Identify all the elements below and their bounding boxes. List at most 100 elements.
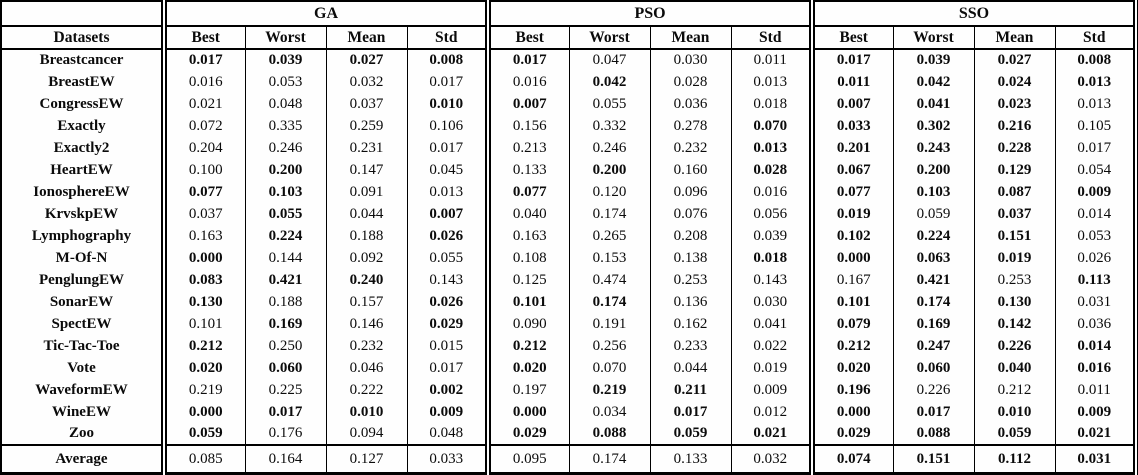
value-cell: 0.253 (973, 269, 1055, 291)
value-cell: 0.133 (649, 444, 731, 474)
value-cell: 0.019 (809, 203, 893, 225)
value-cell: 0.020 (809, 357, 893, 379)
value-cell: 0.302 (892, 115, 974, 137)
col-header-ga-best: Best (161, 26, 245, 50)
value-cell: 0.000 (809, 401, 893, 423)
value-cell: 0.219 (568, 379, 650, 401)
value-cell: 0.200 (892, 159, 974, 181)
value-cell: 0.016 (485, 71, 569, 93)
value-cell: 0.147 (325, 159, 407, 181)
value-cell: 0.138 (649, 247, 731, 269)
value-cell: 0.106 (406, 115, 488, 137)
value-cell: 0.200 (568, 159, 650, 181)
value-cell: 0.164 (244, 444, 326, 474)
table-row: WaveformEW 0.219 0.225 0.222 0.002 0.197 0.219… (1, 379, 1136, 401)
table-row: Tic-Tac-Toe 0.212 0.250 0.232 0.015 0.212 0.25… (1, 335, 1136, 357)
value-cell: 0.200 (244, 159, 326, 181)
value-cell: 0.201 (809, 137, 893, 159)
value-cell: 0.151 (892, 444, 974, 474)
value-cell: 0.332 (568, 115, 650, 137)
value-cell: 0.024 (973, 71, 1055, 93)
value-cell: 0.009 (406, 401, 488, 423)
col-header-sso-best: Best (809, 26, 893, 50)
value-cell: 0.174 (568, 291, 650, 313)
value-cell: 0.219 (161, 379, 245, 401)
value-cell: 0.027 (973, 49, 1055, 71)
value-cell: 0.033 (406, 444, 488, 474)
value-cell: 0.151 (973, 225, 1055, 247)
value-cell: 0.153 (568, 247, 650, 269)
value-cell: 0.013 (730, 137, 812, 159)
value-cell: 0.021 (161, 93, 245, 115)
table-row: Exactly 0.072 0.335 0.259 0.106 0.156 0.332 0.2… (1, 115, 1136, 137)
value-cell: 0.017 (892, 401, 974, 423)
value-cell: 0.000 (809, 247, 893, 269)
value-cell: 0.044 (325, 203, 407, 225)
dataset-name: CongressEW (39, 95, 124, 112)
value-cell: 0.017 (406, 357, 488, 379)
value-cell: 0.000 (161, 401, 245, 423)
value-cell: 0.070 (568, 357, 650, 379)
group-header-row: GA PSO SSO (1, 1, 1136, 27)
value-cell: 0.017 (244, 401, 326, 423)
dataset-name: Zoo (68, 425, 94, 441)
value-cell: 0.037 (973, 203, 1055, 225)
value-cell: 0.014 (1054, 335, 1136, 357)
value-cell: 0.017 (406, 71, 488, 93)
value-cell: 0.018 (730, 247, 812, 269)
value-cell: 0.162 (649, 313, 731, 335)
col-header-pso-worst: Worst (568, 26, 650, 50)
dataset-name: WaveformEW (35, 381, 128, 398)
value-cell: 0.023 (973, 93, 1055, 115)
value-cell: 0.013 (730, 71, 812, 93)
dataset-name: PenglungEW (38, 271, 125, 288)
value-cell: 0.047 (568, 49, 650, 71)
value-cell: 0.174 (568, 444, 650, 474)
value-cell: 0.026 (406, 225, 488, 247)
table-row: KrvskpEW 0.037 0.055 0.044 0.007 0.040 0.174 0.… (1, 203, 1136, 225)
value-cell: 0.232 (649, 137, 731, 159)
value-cell: 0.014 (1054, 203, 1136, 225)
value-cell: 0.226 (973, 335, 1055, 357)
value-cell: 0.222 (325, 379, 407, 401)
value-cell: 0.232 (325, 335, 407, 357)
dataset-name: M-Of-N (55, 249, 108, 266)
value-cell: 0.010 (973, 401, 1055, 423)
value-cell: 0.233 (649, 335, 731, 357)
table-row: SpectEW 0.101 0.169 0.146 0.029 0.090 0.191 0.1… (1, 313, 1136, 335)
table-row: PenglungEW 0.083 0.421 0.240 0.143 0.125 0.474… (1, 269, 1136, 291)
value-cell: 0.048 (406, 423, 488, 445)
value-cell: 0.188 (325, 225, 407, 247)
corner-cell (1, 1, 164, 27)
value-cell: 0.018 (730, 93, 812, 115)
value-cell: 0.143 (406, 269, 488, 291)
value-cell: 0.055 (568, 93, 650, 115)
value-cell: 0.247 (892, 335, 974, 357)
value-cell: 0.105 (1054, 115, 1136, 137)
table-row: M-Of-N 0.000 0.144 0.092 0.055 0.108 0.153 0.13… (1, 247, 1136, 269)
value-cell: 0.017 (161, 49, 245, 71)
value-cell: 0.011 (730, 49, 812, 71)
value-cell: 0.174 (892, 291, 974, 313)
value-cell: 0.007 (406, 203, 488, 225)
group-header-sso: SSO (809, 1, 1136, 27)
table-row: IonosphereEW 0.077 0.103 0.091 0.013 0.077 0.1… (1, 181, 1136, 203)
value-cell: 0.225 (244, 379, 326, 401)
value-cell: 0.204 (161, 137, 245, 159)
value-cell: 0.077 (161, 181, 245, 203)
value-cell: 0.030 (730, 291, 812, 313)
value-cell: 0.000 (161, 247, 245, 269)
table-row: Breastcancer 0.017 0.039 0.027 0.008 0.017 0.0… (1, 49, 1136, 71)
value-cell: 0.028 (649, 71, 731, 93)
value-cell: 0.007 (485, 93, 569, 115)
col-header-sso-mean: Mean (973, 26, 1055, 50)
value-cell: 0.017 (649, 401, 731, 423)
value-cell: 0.212 (485, 335, 569, 357)
table-row: Exactly2 0.204 0.246 0.231 0.017 0.213 0.246 0.… (1, 137, 1136, 159)
value-cell: 0.212 (161, 335, 245, 357)
value-cell: 0.265 (568, 225, 650, 247)
value-cell: 0.072 (161, 115, 245, 137)
value-cell: 0.040 (485, 203, 569, 225)
